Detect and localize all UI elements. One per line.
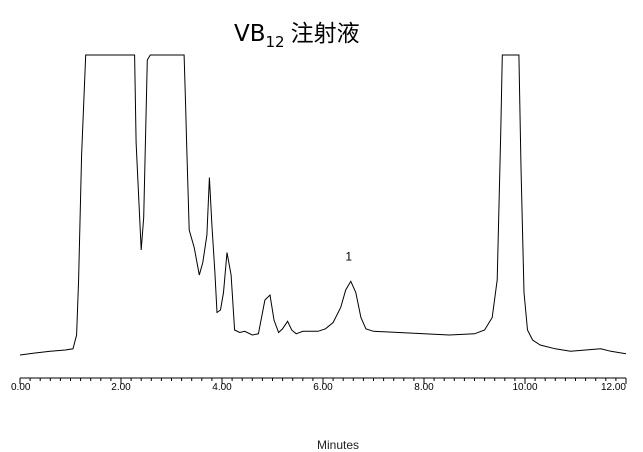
- x-tick-label: 6.00: [313, 382, 333, 393]
- x-axis-tick-labels: 0.00 2.00 4.00 6.00 8.00 10.00 12.00: [11, 382, 626, 393]
- x-tick-label: 2.00: [111, 382, 131, 393]
- x-tick-label: 8.00: [414, 382, 434, 393]
- x-tick-label: 4.00: [212, 382, 232, 393]
- title-suffix: 注射液: [291, 21, 360, 47]
- x-axis-ticks: [19, 378, 627, 384]
- title-subscript: 12: [266, 33, 285, 51]
- peak-labels: 1: [345, 249, 352, 263]
- peak-label: 1: [345, 249, 352, 263]
- title-prefix: VB: [234, 21, 266, 47]
- chart-title: VB12 注射液: [234, 21, 360, 51]
- x-tick-label: 12.00: [601, 382, 626, 393]
- x-tick-label: 10.00: [512, 382, 537, 393]
- chromatogram-trace: [20, 54, 626, 356]
- x-tick-label: 0.00: [11, 382, 31, 393]
- x-axis-label: Minutes: [317, 438, 359, 452]
